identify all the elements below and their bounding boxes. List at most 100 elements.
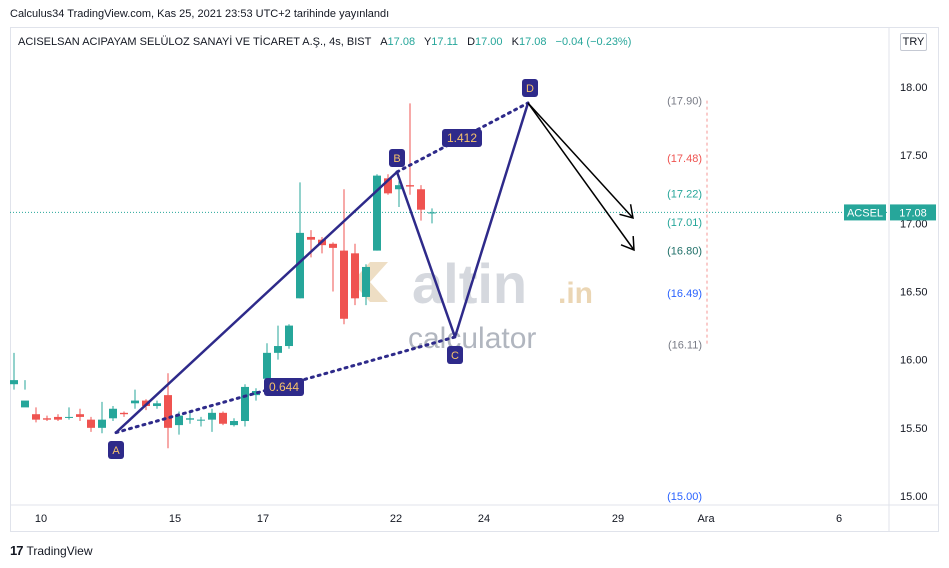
candle-body [351,253,359,299]
candle-body [21,400,29,408]
candle-body [373,175,381,251]
y-tick-label: 17.50 [900,150,928,162]
watermark-sub: calculator [408,322,536,355]
candle-body [285,325,293,347]
candle-body [428,212,436,214]
ratio-badge [264,378,304,396]
candle-body [43,418,51,420]
target-level-label: (16.49) [667,288,702,300]
candle-body [120,412,128,415]
tradingview-logo-icon: 17 [10,543,24,558]
symbol-name: ACISELSAN ACIPAYAM SELÜLOZ SANAYİ VE TİC… [18,36,372,48]
y-tick-label: 16.50 [900,287,928,299]
low-label: D [467,36,476,48]
pattern-point-label: C [451,350,459,362]
target-level-label: (16.11) [668,340,702,352]
pattern-point-badge [447,346,463,364]
pattern-point-badge [389,149,405,167]
candle-body [384,178,392,194]
currency-button[interactable]: TRY [900,33,927,51]
candle-body [175,415,183,426]
y-tick-label: 15.00 [900,491,928,503]
open-label: A [380,36,388,48]
candle-body [87,419,95,428]
y-tick-label: 15.50 [900,423,928,435]
y-tick-label: 18.00 [900,82,928,94]
target-level-label: (17.90) [667,96,702,108]
x-tick-label: 22 [390,513,402,525]
axis-layer: 15.00 15.50 16.00 16.50 17.00 17.50 18.00 10 15 1… [10,27,939,532]
published-header: Calculus34 TradingView.com, Kas 25, 2021… [10,8,390,20]
candle-body [76,414,84,417]
candle-body [274,346,282,353]
target-level-label: (15.00) [667,491,702,503]
target-level-label: (17.01) [667,217,702,229]
x-tick-label: 17 [257,513,269,525]
pattern-point-badge [522,79,538,97]
target-level-label: (16.80) [667,246,702,258]
targets-layer: (17.90) (17.48) (17.22) (17.01) (16.80) (16.4… [667,96,708,503]
candle-body [186,418,194,420]
candle-body [208,412,216,420]
x-tick-label: 10 [35,513,47,525]
watermark-tld: .in [558,277,593,310]
footer-brand: TradingView [26,543,93,558]
candle-body [153,403,161,407]
candle-body [197,419,205,421]
watermark-layer: altin .in calculator [352,252,593,355]
close-label: K [511,36,519,48]
ratio-badge [442,129,482,147]
candle-body [10,380,18,385]
projection-arrow-line [527,102,635,251]
candle-body [329,243,337,248]
open-value: 17.08 [387,36,416,48]
x-tick-label: 24 [478,513,490,525]
candle-body [230,421,238,426]
candle-body [219,412,227,424]
change-value: −0.04 (−0.23%) [555,36,632,48]
candle-body [65,416,73,418]
x-tick-label: 29 [612,513,624,525]
pattern-leg-ab [115,171,398,434]
candle-body [252,391,260,396]
candle-body [296,232,304,299]
x-tick-label: 6 [836,513,842,525]
target-level-label: (17.48) [667,153,702,165]
candle-body [406,185,414,187]
last-price-label: 17.08 [899,207,927,219]
candles-layer [10,103,436,449]
harmonic-pattern-layer: A B C D 0.644 1.412 [108,79,635,459]
symbol-info-line: ACISELSAN ACIPAYAM SELÜLOZ SANAYİ VE TİC… [18,36,631,48]
candle-body [98,419,106,428]
high-label: Y [423,36,432,48]
watermark-brand: altin [412,252,527,315]
pattern-leg-bc [395,171,457,338]
ratio-label: 0.644 [269,380,299,394]
candle-body [241,386,249,422]
projection-arrow-line [527,102,634,219]
candle-body [263,352,271,379]
chart-frame [10,27,939,532]
candle-body [109,408,117,419]
candle-body [32,414,40,420]
pattern-leg-cd [453,102,530,338]
candle-body [340,250,348,319]
footer-logo[interactable]: 17 TradingView [10,543,93,558]
last-price-box [890,204,936,221]
symbol-tag-box [844,204,886,221]
target-level-label: (17.22) [667,188,702,200]
projection-arrow-head [619,204,634,220]
x-tick-label: Ara [697,513,715,525]
y-tick-label: 16.00 [900,355,928,367]
candle-body [54,416,62,420]
symbol-tag-label: ACSEL [847,207,883,219]
pattern-point-label: B [393,153,400,165]
candle-body [307,236,315,240]
high-value: 17.11 [431,36,458,48]
low-value: 17.00 [475,36,503,48]
x-tick-label: 15 [169,513,181,525]
projection-arrow-head [620,235,635,252]
candle-body [395,185,403,190]
ratio-label: 1.412 [447,131,477,145]
